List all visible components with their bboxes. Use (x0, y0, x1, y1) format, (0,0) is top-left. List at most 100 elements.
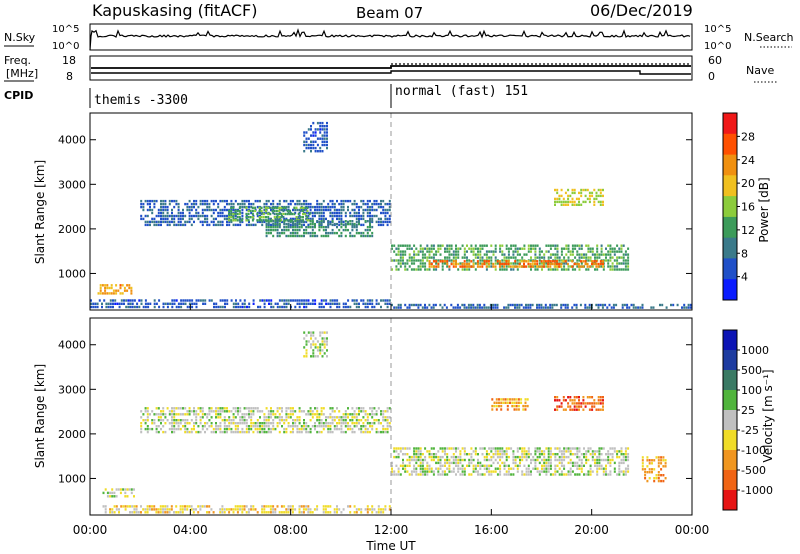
velocity-cell (195, 508, 197, 511)
power-cell (342, 220, 345, 224)
velocity-cell (186, 505, 189, 508)
velocity-cell (602, 399, 604, 402)
power-cell (119, 286, 122, 290)
velocity-ytick-label: 2000 (58, 428, 86, 441)
velocity-cell (179, 505, 182, 508)
power-cell (554, 256, 557, 259)
power-cell (564, 200, 567, 204)
power-cell (310, 125, 312, 128)
cpid-mode-first: themis -3300 (94, 93, 188, 108)
power-cell (593, 262, 596, 266)
velocity-cell (159, 508, 162, 511)
power-cell (223, 205, 226, 209)
power-cell (393, 306, 396, 309)
velocity-cell (602, 473, 605, 476)
velocity-cell (441, 464, 444, 467)
power-cell (186, 208, 189, 212)
power-cell (191, 305, 194, 309)
velocity-cell (611, 455, 614, 459)
velocity-cell (567, 461, 570, 465)
velocity-cell (455, 450, 457, 453)
velocity-cell (386, 425, 389, 428)
velocity-cell (501, 455, 504, 459)
power-cell (338, 217, 341, 221)
power-cell (641, 306, 644, 309)
velocity-cell (259, 427, 261, 431)
velocity-cell (219, 511, 222, 514)
velocity-cell (168, 511, 171, 514)
velocity-cell (272, 505, 275, 508)
power-cell (353, 302, 356, 305)
power-cell (621, 303, 624, 307)
power-cell (375, 299, 378, 302)
power-cell (292, 225, 294, 229)
power-cell (626, 306, 629, 309)
velocity-cell (228, 419, 231, 422)
power-cell (583, 253, 585, 256)
velocity-cell (527, 464, 530, 467)
velocity-cell (256, 422, 259, 425)
power-cell (613, 247, 616, 250)
power-cell (311, 211, 314, 215)
power-cell (289, 220, 292, 223)
velocity-cell (474, 467, 477, 470)
velocity-cell (455, 473, 457, 476)
velocity-cell (232, 419, 235, 422)
power-cell (217, 214, 220, 218)
velocity-cell (582, 396, 585, 399)
power-cell (210, 199, 213, 203)
velocity-cell (323, 340, 326, 343)
velocity-cell (333, 410, 336, 413)
power-cell (349, 234, 352, 238)
power-cell (564, 191, 567, 195)
power-cell (217, 223, 220, 227)
power-cell (320, 220, 323, 223)
velocity-cell (574, 473, 577, 476)
power-cell (195, 299, 198, 302)
power-cell (624, 262, 627, 265)
power-cell (516, 268, 519, 271)
power-cell (237, 223, 239, 227)
velocity-cell (393, 470, 396, 473)
power-cell (252, 217, 255, 221)
power-cell (496, 260, 499, 263)
power-cell (448, 268, 451, 271)
velocity-cell (118, 508, 120, 511)
power-cell (190, 208, 193, 212)
power-cell (333, 208, 336, 212)
power-cell (358, 302, 360, 305)
velocity-cell (470, 447, 473, 450)
power-cell (144, 305, 147, 309)
power-cell (316, 234, 319, 238)
power-cell (289, 217, 292, 221)
velocity-cell (210, 410, 213, 413)
velocity-cell (243, 416, 246, 419)
power-cell (519, 253, 521, 256)
power-cell (295, 216, 298, 219)
velocity-cell (269, 508, 272, 511)
velocity-cell (267, 430, 270, 434)
power-cell (273, 212, 276, 216)
velocity-cell (333, 427, 336, 431)
velocity-cell (305, 413, 308, 416)
power-cell (340, 222, 343, 226)
velocity-cell (296, 430, 299, 434)
power-cell (296, 220, 299, 223)
power-cell (104, 289, 107, 292)
power-cell (556, 200, 559, 204)
power-cell (523, 262, 525, 266)
velocity-cell (349, 413, 352, 416)
power-cell (530, 259, 532, 262)
power-cell (380, 217, 382, 221)
velocity-cell (547, 461, 550, 465)
velocity-cell (199, 410, 202, 413)
velocity-cell (210, 407, 213, 410)
power-cell (386, 220, 389, 224)
power-cell (463, 268, 466, 271)
velocity-cell (660, 474, 663, 477)
velocity-cell (272, 508, 275, 511)
power-cell (406, 244, 409, 247)
time-axis-label: Time UT (365, 539, 416, 553)
power-cell (512, 250, 515, 253)
velocity-cell (588, 408, 591, 411)
